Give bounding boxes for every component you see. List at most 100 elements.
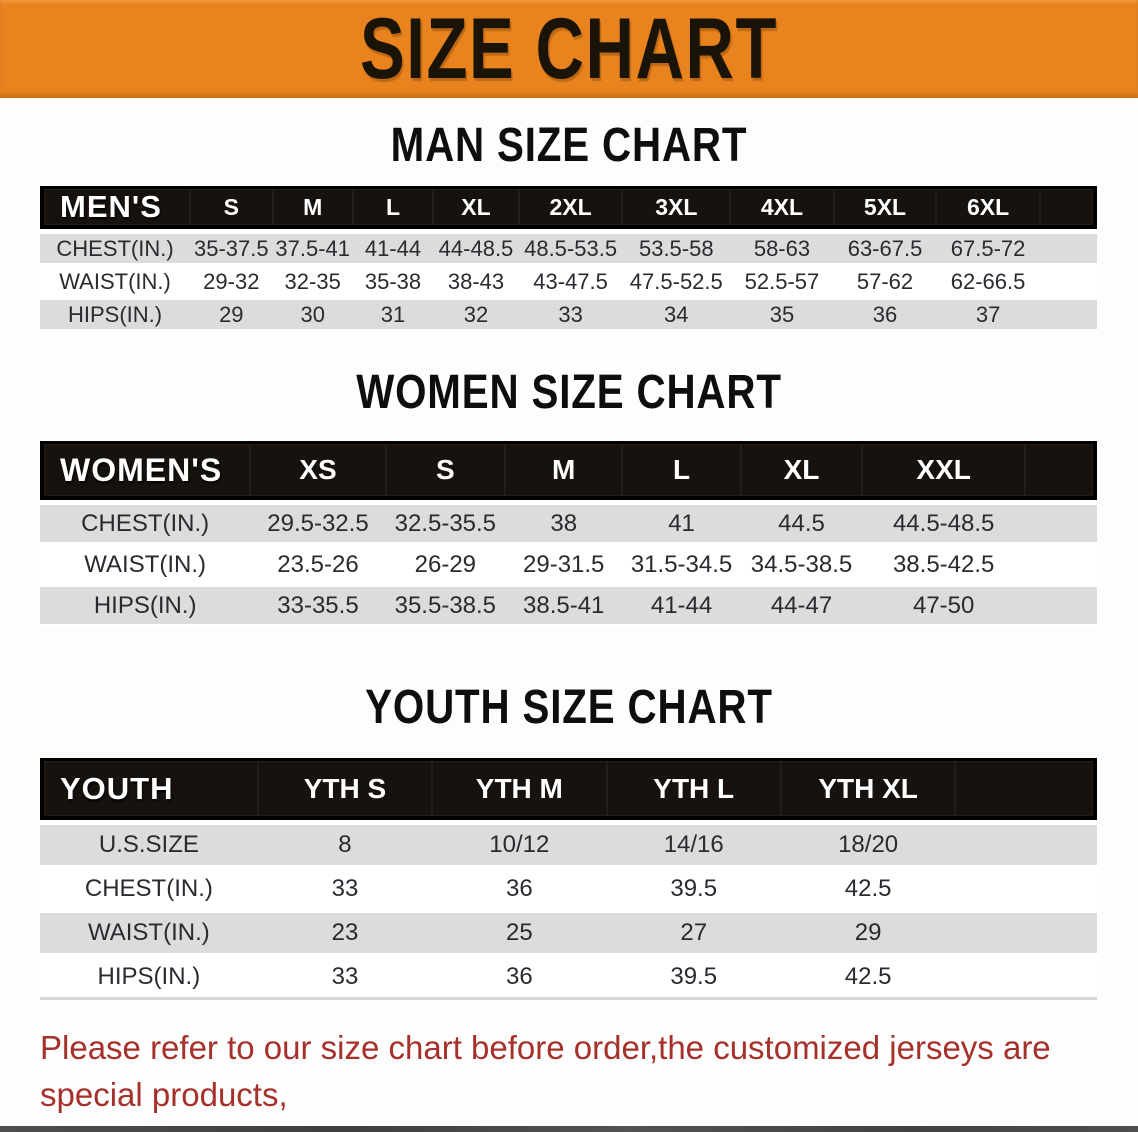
youth-size-cell: 18/20 xyxy=(780,820,956,869)
men-size-cell: 37 xyxy=(936,300,1040,333)
youth-table-label: YOUTH xyxy=(40,758,258,820)
youth-size-cell: 25 xyxy=(432,913,607,957)
youth-table-row: U.S.SIZE 8 10/12 14/16 18/20 xyxy=(40,820,1097,869)
women-size-cell: 38 xyxy=(505,500,623,546)
women-size-cell: 44.5 xyxy=(740,500,863,546)
women-table-label: WOMEN'S xyxy=(40,441,251,500)
men-size-cell: 36 xyxy=(833,300,937,333)
men-row-filler xyxy=(1039,300,1097,333)
women-size-cell: 29-31.5 xyxy=(505,546,623,587)
men-size-cell: 30 xyxy=(272,300,353,333)
women-column-header: S xyxy=(385,441,506,500)
youth-column-header: YTH L xyxy=(606,758,781,820)
men-size-cell: 41-44 xyxy=(352,229,434,267)
men-column-header: L xyxy=(352,186,434,229)
women-size-cell: 41 xyxy=(622,500,741,546)
youth-size-cell: 36 xyxy=(432,957,607,1000)
youth-size-cell: 8 xyxy=(257,820,433,869)
youth-size-cell: 14/16 xyxy=(606,820,781,869)
men-size-cell: 33 xyxy=(518,300,623,333)
youth-section: YOUTH SIZE CHART YOUTH YTH S YTH M YTH L YTH… xyxy=(0,682,1138,1000)
content: MAN SIZE CHART MEN'S S M L XL 2XL 3XL 4XL 5XL 6XL… xyxy=(0,120,1138,1000)
bottom-edge-strip xyxy=(0,1126,1138,1132)
women-size-cell: 44-47 xyxy=(740,587,863,628)
men-size-cell: 34 xyxy=(622,300,731,333)
women-row-filler xyxy=(1025,546,1097,587)
youth-size-cell: 33 xyxy=(257,869,433,913)
men-header-row: MEN'S S M L XL 2XL 3XL 4XL 5XL 6XL xyxy=(40,186,1097,229)
women-size-cell: 44.5-48.5 xyxy=(862,500,1026,546)
men-size-cell: 31 xyxy=(352,300,434,333)
men-table-row: HIPS(IN.) 29 30 31 32 33 34 35 36 37 xyxy=(40,300,1097,333)
women-size-cell: 26-29 xyxy=(385,546,506,587)
men-size-cell: 57-62 xyxy=(833,267,937,300)
men-size-cell: 29-32 xyxy=(190,267,273,300)
men-size-cell: 29 xyxy=(190,300,273,333)
women-column-header: XXL xyxy=(862,441,1026,500)
women-size-cell: 29.5-32.5 xyxy=(250,500,386,546)
men-header-filler xyxy=(1039,186,1097,229)
women-size-cell: 32.5-35.5 xyxy=(385,500,506,546)
men-section: MAN SIZE CHART MEN'S S M L XL 2XL 3XL 4XL 5XL 6XL… xyxy=(0,120,1138,333)
youth-row-filler xyxy=(955,869,1097,913)
men-size-cell: 48.5-53.5 xyxy=(518,229,623,267)
youth-size-cell: 10/12 xyxy=(432,820,607,869)
men-size-cell: 32-35 xyxy=(272,267,353,300)
men-column-header: 4XL xyxy=(730,186,834,229)
youth-column-header: YTH XL xyxy=(780,758,956,820)
youth-table-row: CHEST(IN.) 33 36 39.5 42.5 xyxy=(40,869,1097,913)
men-size-cell: 43-47.5 xyxy=(518,267,623,300)
women-size-cell: 33-35.5 xyxy=(250,587,386,628)
women-table-row: WAIST(IN.) 23.5-26 26-29 29-31.5 31.5-34.5 34… xyxy=(40,546,1097,587)
youth-size-table: YOUTH YTH S YTH M YTH L YTH XL U.S.SIZE 8 10/1… xyxy=(40,758,1097,1000)
women-size-table: WOMEN'S XS S M L XL XXL CHEST(IN.) 29.5-32.5 32.… xyxy=(40,441,1097,628)
women-row-label: HIPS(IN.) xyxy=(40,587,251,628)
youth-size-cell: 23 xyxy=(257,913,433,957)
youth-table-row: HIPS(IN.) 33 36 39.5 42.5 xyxy=(40,957,1097,1000)
youth-section-title: YOUTH SIZE CHART xyxy=(365,681,773,734)
men-size-cell: 38-43 xyxy=(433,267,519,300)
men-column-header: XL xyxy=(433,186,519,229)
women-row-filler xyxy=(1025,500,1097,546)
men-size-cell: 37.5-41 xyxy=(272,229,353,267)
disclaimer: Please refer to our size chart before or… xyxy=(40,1024,1138,1132)
women-column-header: XS xyxy=(250,441,386,500)
youth-row-filler xyxy=(955,820,1097,869)
men-size-cell: 52.5-57 xyxy=(730,267,834,300)
youth-row-label: CHEST(IN.) xyxy=(40,869,258,913)
youth-table-row: WAIST(IN.) 23 25 27 29 xyxy=(40,913,1097,957)
women-size-cell: 34.5-38.5 xyxy=(740,546,863,587)
youth-header-filler xyxy=(955,758,1097,820)
women-size-cell: 41-44 xyxy=(622,587,741,628)
men-row-label: WAIST(IN.) xyxy=(40,267,191,300)
youth-column-header: YTH S xyxy=(257,758,433,820)
women-column-header: L xyxy=(622,441,741,500)
women-header-filler xyxy=(1025,441,1097,500)
men-size-cell: 32 xyxy=(433,300,519,333)
men-size-cell: 35 xyxy=(730,300,834,333)
men-row-label: CHEST(IN.) xyxy=(40,229,191,267)
youth-size-cell: 27 xyxy=(606,913,781,957)
men-size-cell: 63-67.5 xyxy=(833,229,937,267)
men-column-header: 2XL xyxy=(518,186,623,229)
banner-title: SIZE CHART xyxy=(359,1,779,97)
youth-row-filler xyxy=(955,957,1097,1000)
women-section: WOMEN SIZE CHART WOMEN'S XS S M L XL XXL CHEST… xyxy=(0,367,1138,628)
men-row-filler xyxy=(1039,229,1097,267)
youth-size-cell: 29 xyxy=(780,913,956,957)
men-column-header: 5XL xyxy=(833,186,937,229)
banner: SIZE CHART xyxy=(0,0,1138,98)
youth-row-label: WAIST(IN.) xyxy=(40,913,258,957)
men-size-cell: 47.5-52.5 xyxy=(622,267,731,300)
youth-size-cell: 39.5 xyxy=(606,957,781,1000)
youth-size-cell: 42.5 xyxy=(780,869,956,913)
women-column-header: M xyxy=(505,441,623,500)
men-size-cell: 44-48.5 xyxy=(433,229,519,267)
women-size-cell: 38.5-41 xyxy=(505,587,623,628)
men-column-header: 3XL xyxy=(622,186,731,229)
men-size-cell: 35-37.5 xyxy=(190,229,273,267)
men-section-title: MAN SIZE CHART xyxy=(390,119,748,172)
men-row-filler xyxy=(1039,267,1097,300)
youth-size-cell: 42.5 xyxy=(780,957,956,1000)
